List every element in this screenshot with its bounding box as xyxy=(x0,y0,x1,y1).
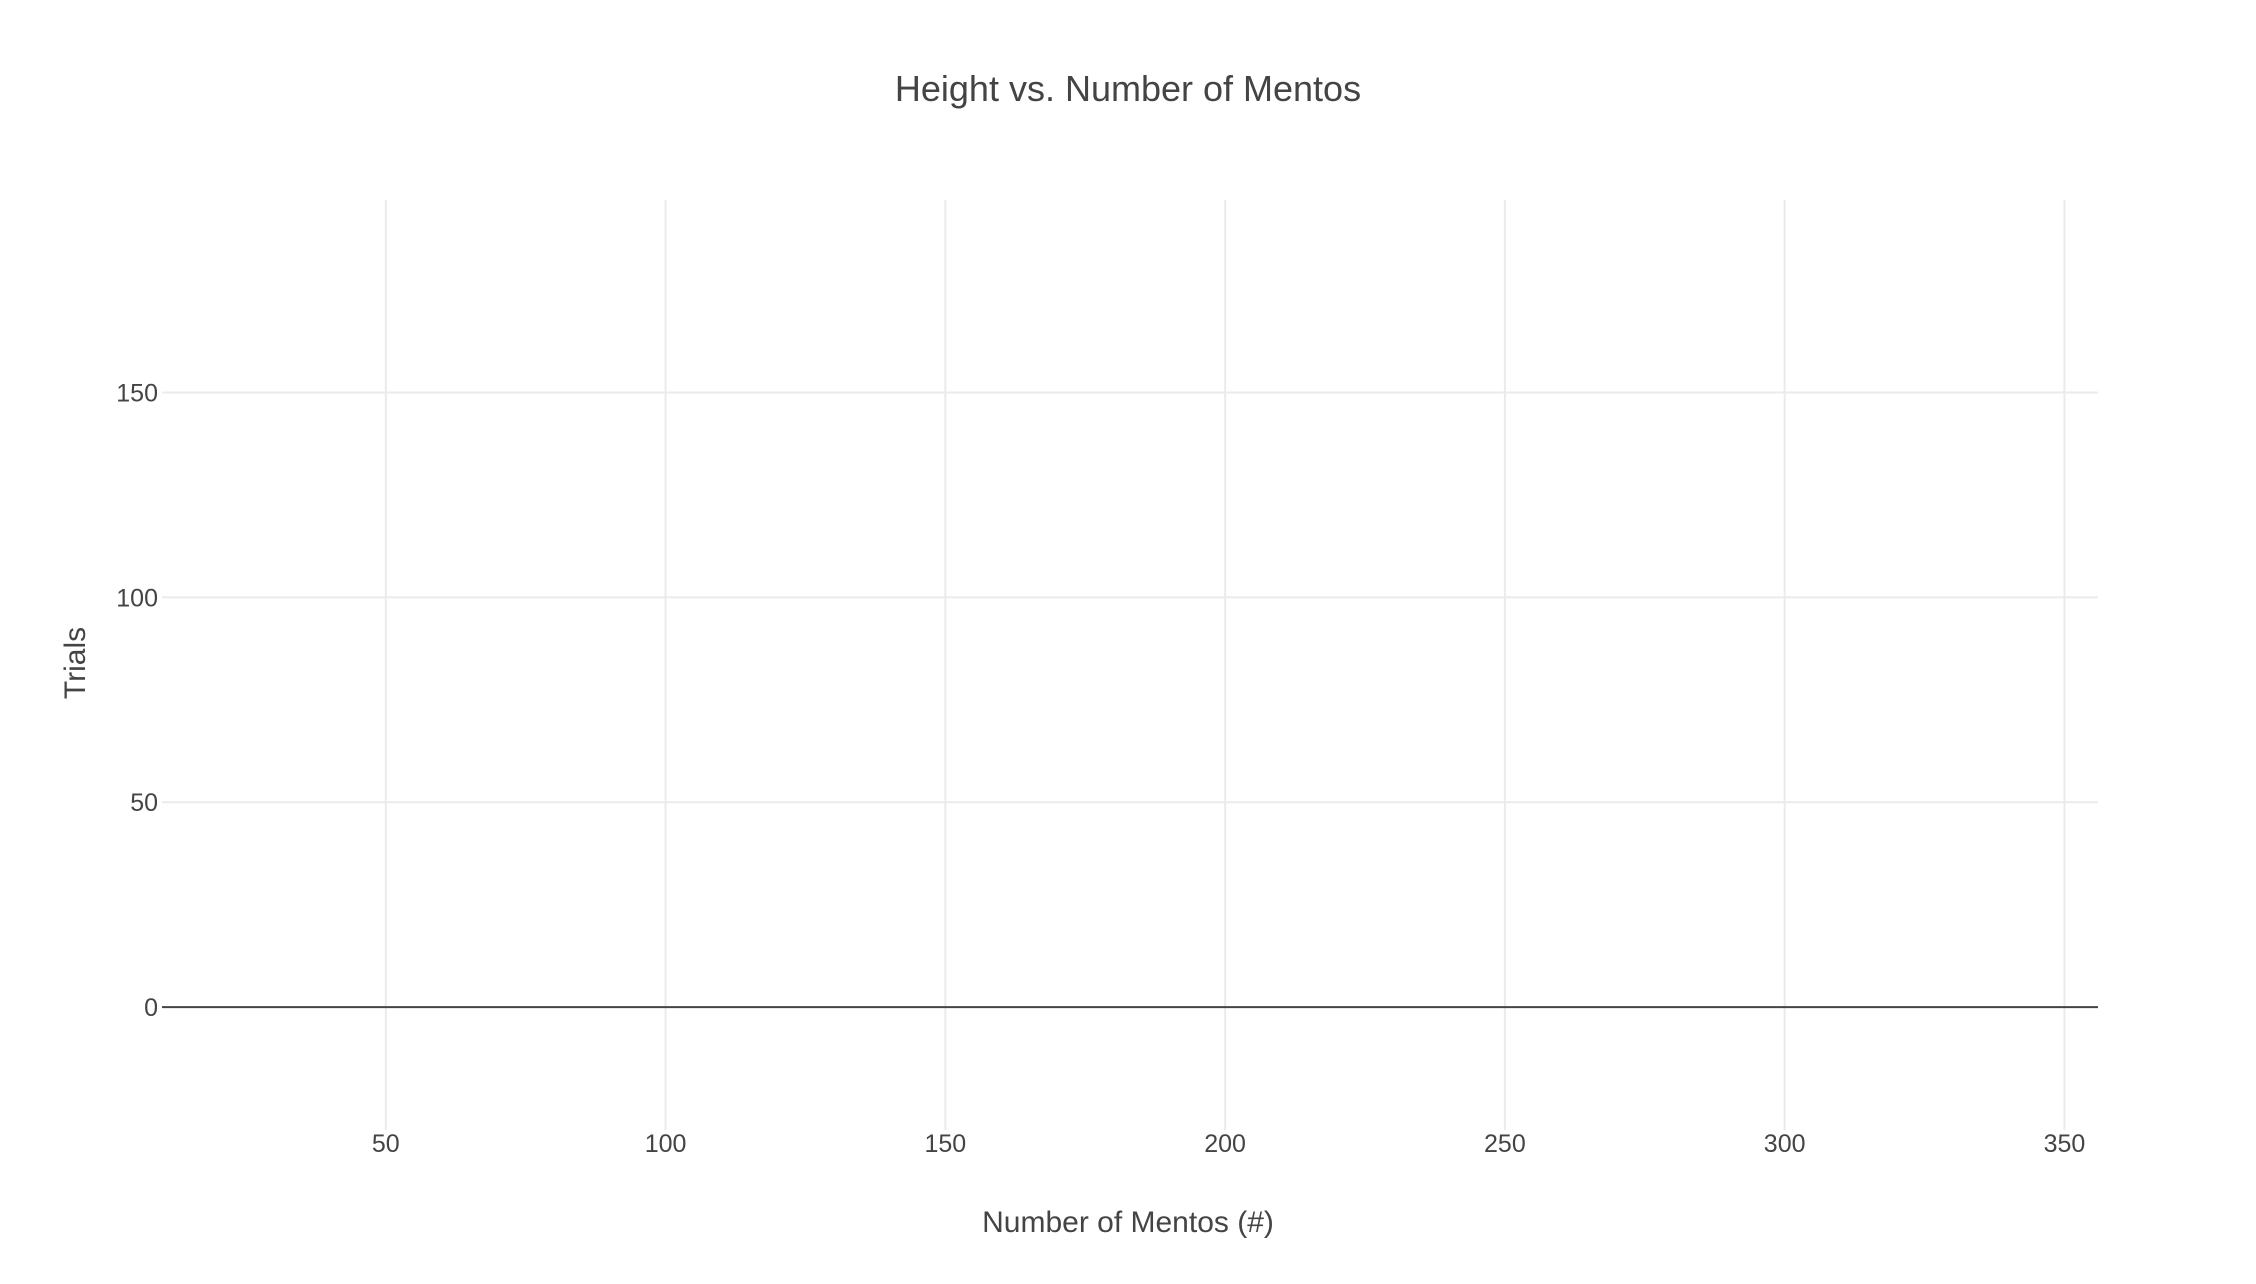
x-tick-label-100: 100 xyxy=(645,1130,687,1158)
y-tick-label-50: 50 xyxy=(130,789,158,817)
x-tick-label-200: 200 xyxy=(1204,1130,1246,1158)
x-tick-label-150: 150 xyxy=(924,1130,966,1158)
x-tick-label-50: 50 xyxy=(372,1130,400,1158)
y-tick-label-100: 100 xyxy=(116,584,158,612)
y-axis-title: Trials xyxy=(59,627,92,699)
x-tick-label-350: 350 xyxy=(2044,1130,2086,1158)
y-tick-label-150: 150 xyxy=(116,380,158,408)
tick-label-layer: 50 100 150 200 250 300 350 0 50 100 150 xyxy=(116,380,2085,1158)
x-tick-label-300: 300 xyxy=(1764,1130,1806,1158)
grid-layer xyxy=(162,200,2098,1130)
x-axis-title: Number of Mentos (#) xyxy=(982,1206,1274,1239)
y-tick-label-0: 0 xyxy=(144,994,158,1022)
chart-title: Height vs. Number of Mentos xyxy=(895,68,1361,109)
x-tick-label-250: 250 xyxy=(1484,1130,1526,1158)
